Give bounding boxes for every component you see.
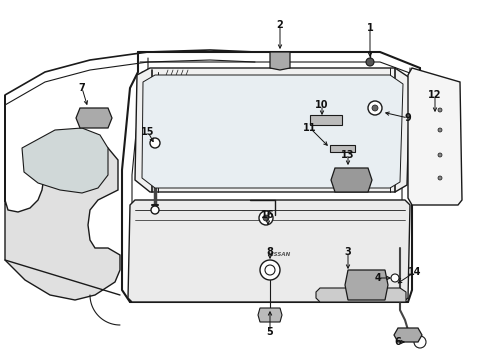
Circle shape — [259, 211, 273, 225]
Text: 15: 15 — [141, 127, 155, 137]
Circle shape — [403, 330, 413, 340]
Text: 2: 2 — [277, 20, 283, 30]
Text: NISSAN: NISSAN — [269, 252, 292, 257]
Circle shape — [368, 101, 382, 115]
Polygon shape — [22, 128, 108, 193]
Circle shape — [86, 114, 94, 122]
Polygon shape — [135, 68, 410, 192]
Text: 5: 5 — [267, 327, 273, 337]
Polygon shape — [5, 95, 120, 300]
Polygon shape — [394, 328, 422, 342]
Text: 14: 14 — [408, 267, 422, 277]
Circle shape — [366, 58, 374, 66]
Text: 6: 6 — [394, 337, 401, 347]
Text: 3: 3 — [344, 247, 351, 257]
Circle shape — [98, 114, 106, 122]
Circle shape — [346, 174, 358, 186]
Circle shape — [438, 108, 442, 112]
Circle shape — [391, 274, 399, 282]
Text: 10: 10 — [315, 100, 329, 110]
Circle shape — [414, 336, 426, 348]
Text: 9: 9 — [405, 113, 412, 123]
Polygon shape — [258, 308, 282, 322]
Text: 4: 4 — [375, 273, 381, 283]
Polygon shape — [142, 75, 403, 188]
Circle shape — [150, 138, 160, 148]
Text: 7: 7 — [78, 83, 85, 93]
Circle shape — [263, 215, 269, 221]
Circle shape — [265, 265, 275, 275]
Circle shape — [438, 128, 442, 132]
Polygon shape — [270, 52, 290, 70]
Polygon shape — [76, 108, 112, 128]
Circle shape — [151, 206, 159, 214]
Polygon shape — [310, 115, 342, 125]
Circle shape — [260, 260, 280, 280]
Polygon shape — [345, 270, 388, 300]
Circle shape — [265, 310, 275, 320]
Text: 13: 13 — [341, 150, 355, 160]
Text: 1: 1 — [367, 23, 373, 33]
Polygon shape — [316, 288, 406, 302]
Text: 12: 12 — [428, 90, 442, 100]
Polygon shape — [331, 168, 372, 192]
Circle shape — [372, 105, 378, 111]
Circle shape — [438, 153, 442, 157]
Text: 16: 16 — [261, 210, 275, 220]
Polygon shape — [408, 68, 462, 205]
Text: 8: 8 — [267, 247, 273, 257]
Polygon shape — [128, 200, 410, 302]
Circle shape — [438, 176, 442, 180]
Text: 11: 11 — [303, 123, 317, 133]
Polygon shape — [330, 145, 355, 152]
